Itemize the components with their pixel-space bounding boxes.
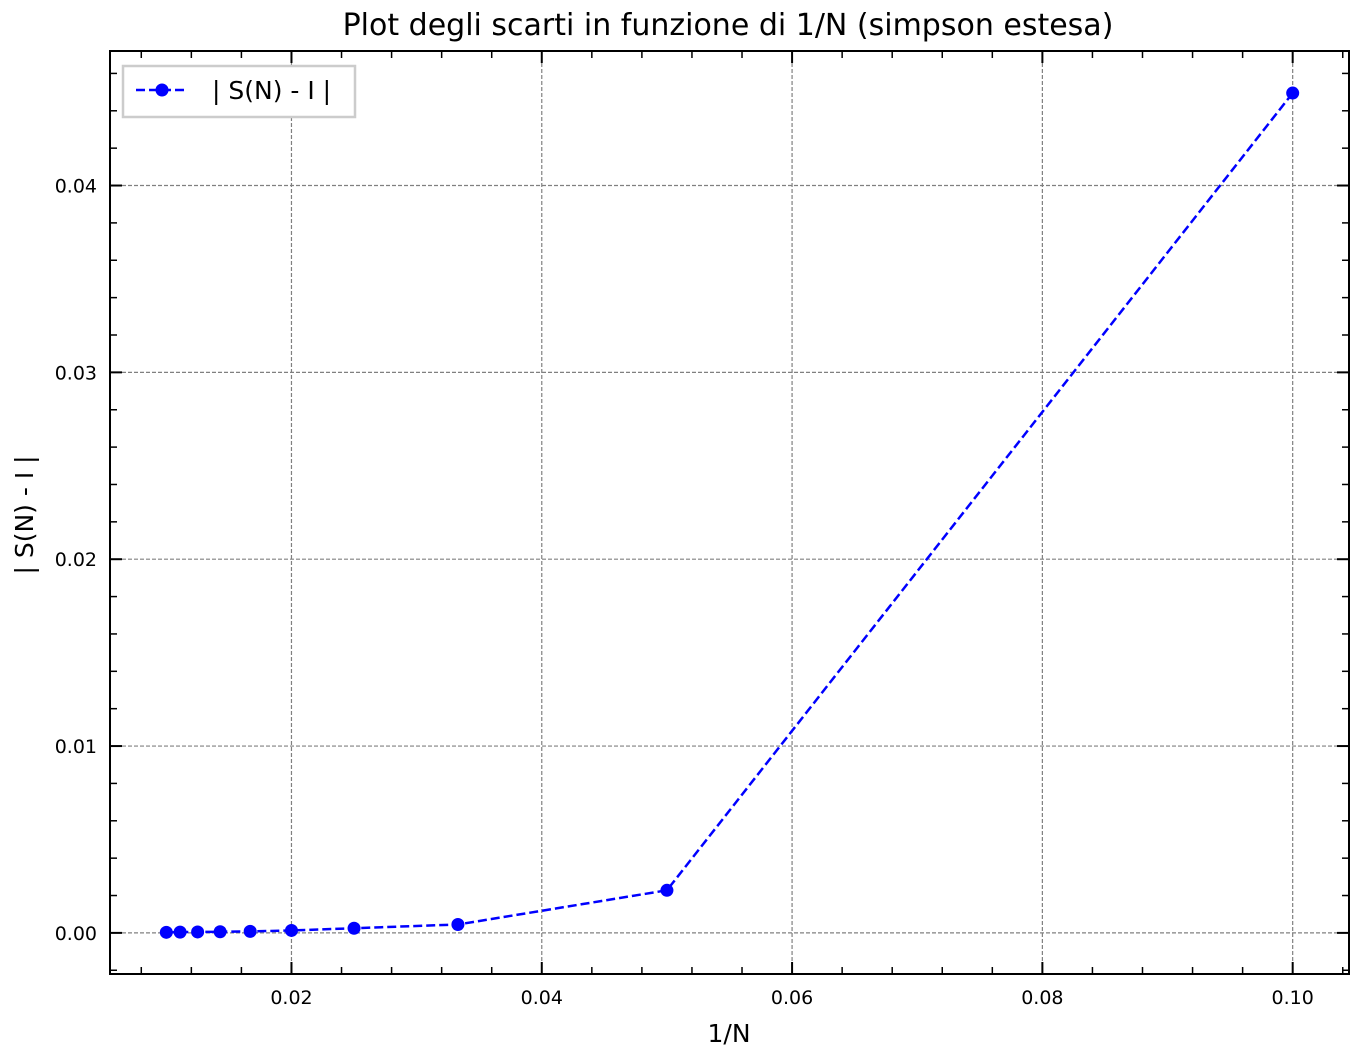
y-tick-label-2: 0.02 [55,549,97,571]
data-point-2 [191,925,205,939]
grid [110,51,1349,974]
y-tick-label-1: 0.01 [55,736,97,758]
x-tick-label-4: 0.10 [1272,987,1314,1009]
chart-title: Plot degli scarti in funzione di 1/N (si… [343,8,1114,43]
y-tick-label-0: 0.00 [55,923,97,945]
y-axis-label: | S(N) - I | [10,455,39,574]
x-axis-label: 1/N [707,1019,750,1048]
legend: | S(N) - I | [121,64,357,119]
legend-marker [155,83,169,97]
axis-ticks [110,51,1349,974]
x-tick-label-2: 0.06 [771,987,813,1009]
data-point-8 [660,883,674,897]
data-point-5 [284,923,298,937]
data-point-6 [347,921,361,935]
tick-labels: 0.02 0.04 0.06 0.08 0.10 0.00 0.01 0.02 0.03 0.04 [55,176,1314,1009]
x-tick-label-0: 0.02 [270,987,312,1009]
series-layer [159,86,1300,939]
data-point-4 [243,924,257,938]
plot-frame [109,50,1350,975]
data-point-3 [213,925,227,939]
data-point-0 [159,925,173,939]
data-point-9 [1286,86,1300,100]
data-point-7 [451,917,465,931]
x-tick-label-3: 0.08 [1021,987,1063,1009]
y-tick-label-3: 0.03 [55,362,97,384]
series-line-0 [166,92,1294,934]
y-tick-label-4: 0.04 [55,176,97,198]
data-point-1 [173,925,187,939]
legend-label: | S(N) - I | [212,76,331,105]
x-tick-label-1: 0.04 [521,987,563,1009]
